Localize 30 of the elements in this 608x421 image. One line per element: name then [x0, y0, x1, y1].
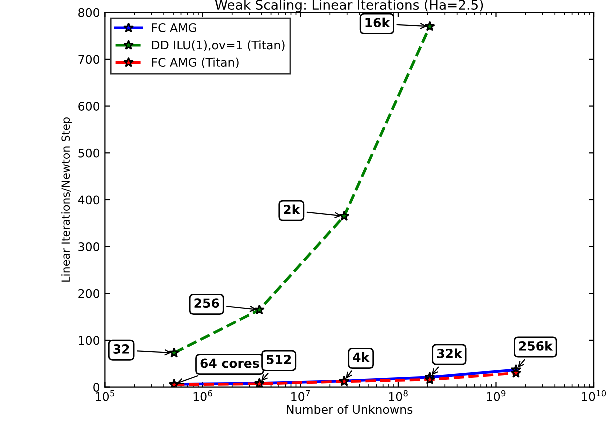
- y-tick-label: 400: [78, 196, 100, 205]
- x-tick-label: 10$^{10}$: [582, 390, 606, 402]
- y-tick-label: 0: [94, 383, 100, 392]
- x-tick-label: 10$^{5}$: [96, 390, 114, 402]
- annotation: 32: [114, 344, 130, 354]
- annotation: 4k: [353, 352, 370, 362]
- legend-label: FC AMG (Titan): [152, 58, 239, 68]
- annotation: 16k: [366, 18, 390, 28]
- x-axis-title: Number of Unknowns: [287, 404, 413, 414]
- x-tick-label: 10$^{8}$: [389, 390, 408, 402]
- x-tick-label: 10$^{6}$: [194, 390, 212, 402]
- annotation: 2k: [284, 204, 300, 214]
- y-tick-label: 300: [78, 242, 100, 252]
- legend-label: DD ILU(1),ov=1 (Titan): [152, 40, 285, 52]
- annotation: 512: [266, 355, 292, 364]
- annotation: 32k: [437, 348, 463, 358]
- x-tick-label: 10$^{7}$: [292, 390, 310, 402]
- chart-title: Weak Scaling: Linear Iterations (Ha=2.5): [215, 0, 484, 13]
- annotation: 256: [194, 298, 220, 308]
- annotation: 256k: [519, 341, 554, 351]
- legend-label: FC AMG: [152, 23, 196, 32]
- y-axis-title: Linear Iterations/Newton Step: [61, 118, 72, 282]
- y-tick-label: 800: [78, 8, 100, 18]
- y-tick-label: 500: [78, 148, 100, 158]
- y-tick-label: 600: [78, 102, 100, 111]
- x-tick-label: 10$^{9}$: [487, 390, 506, 402]
- y-tick-label: 200: [78, 289, 100, 298]
- y-tick-label: 100: [79, 336, 100, 346]
- y-tick-label: 700: [78, 55, 100, 64]
- annotation: 64 cores: [200, 358, 260, 368]
